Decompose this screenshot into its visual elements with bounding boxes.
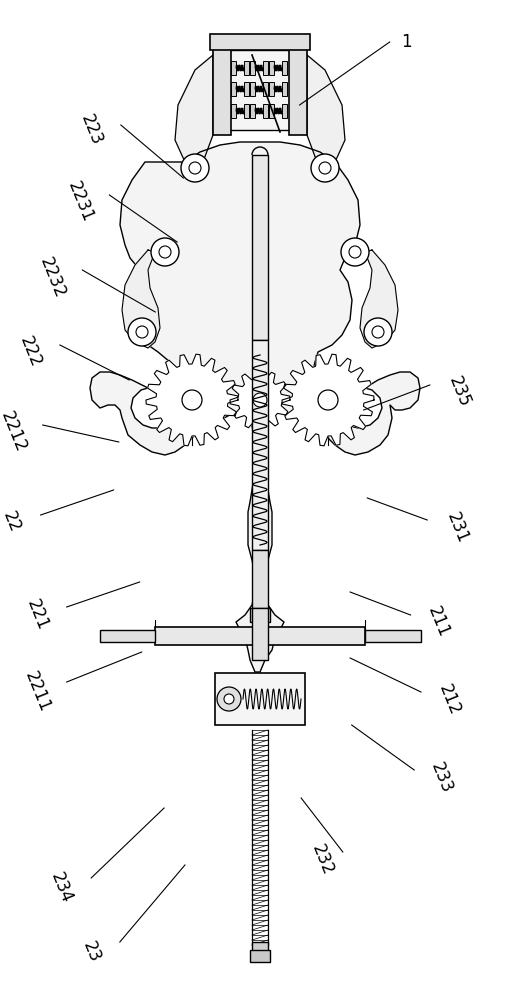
Text: 232: 232: [308, 842, 336, 878]
Text: 2212: 2212: [0, 409, 29, 455]
Circle shape: [341, 238, 369, 266]
Text: 211: 211: [425, 604, 453, 640]
Bar: [231, 61, 236, 75]
Text: 23: 23: [79, 939, 104, 965]
Circle shape: [372, 326, 384, 338]
Bar: [263, 104, 268, 118]
Bar: [282, 82, 287, 96]
Text: 233: 233: [428, 760, 456, 796]
Bar: [252, 340, 268, 550]
Bar: [155, 627, 365, 645]
Bar: [244, 104, 249, 118]
Bar: [365, 630, 421, 642]
Circle shape: [182, 390, 202, 410]
Bar: [263, 61, 268, 75]
Circle shape: [189, 162, 201, 174]
Polygon shape: [230, 370, 290, 430]
Circle shape: [319, 162, 331, 174]
Polygon shape: [238, 378, 282, 422]
Polygon shape: [292, 364, 364, 436]
Circle shape: [136, 326, 148, 338]
Polygon shape: [360, 250, 398, 348]
Polygon shape: [282, 354, 374, 446]
Circle shape: [159, 246, 171, 258]
Bar: [269, 104, 274, 118]
Text: 2231: 2231: [65, 179, 97, 225]
Text: 1: 1: [401, 33, 412, 51]
Bar: [250, 950, 270, 962]
Polygon shape: [175, 55, 213, 170]
Text: 231: 231: [443, 510, 472, 546]
Bar: [210, 34, 310, 50]
Text: 221: 221: [23, 597, 52, 633]
Circle shape: [318, 390, 338, 410]
Bar: [224, 50, 296, 130]
Polygon shape: [156, 364, 228, 436]
Text: 222: 222: [16, 334, 44, 370]
Bar: [252, 942, 268, 952]
Bar: [250, 61, 255, 75]
Bar: [282, 104, 287, 118]
Bar: [289, 45, 307, 135]
Bar: [244, 82, 249, 96]
Bar: [250, 82, 255, 96]
Text: 2211: 2211: [21, 669, 54, 715]
Bar: [269, 61, 274, 75]
Bar: [250, 608, 270, 622]
Text: 223: 223: [77, 112, 105, 148]
Circle shape: [181, 154, 209, 182]
Text: 2232: 2232: [36, 255, 68, 301]
Bar: [269, 82, 274, 96]
Circle shape: [151, 238, 179, 266]
Bar: [231, 82, 236, 96]
Bar: [100, 630, 155, 642]
Bar: [252, 608, 268, 660]
Circle shape: [224, 694, 234, 704]
Text: 212: 212: [435, 682, 463, 718]
Bar: [213, 45, 231, 135]
Text: 235: 235: [445, 374, 474, 410]
Bar: [252, 550, 268, 610]
Polygon shape: [122, 250, 160, 348]
Polygon shape: [146, 354, 238, 446]
Bar: [231, 104, 236, 118]
Bar: [282, 61, 287, 75]
Polygon shape: [307, 55, 345, 170]
Bar: [215, 673, 305, 725]
Circle shape: [349, 246, 361, 258]
Circle shape: [128, 318, 156, 346]
Circle shape: [311, 154, 339, 182]
Text: 234: 234: [47, 870, 76, 906]
Polygon shape: [90, 142, 420, 672]
Circle shape: [217, 687, 241, 711]
Bar: [244, 61, 249, 75]
Bar: [250, 104, 255, 118]
Bar: [263, 82, 268, 96]
Text: 22: 22: [0, 509, 24, 535]
Circle shape: [253, 393, 267, 407]
Bar: [252, 155, 268, 340]
Circle shape: [364, 318, 392, 346]
